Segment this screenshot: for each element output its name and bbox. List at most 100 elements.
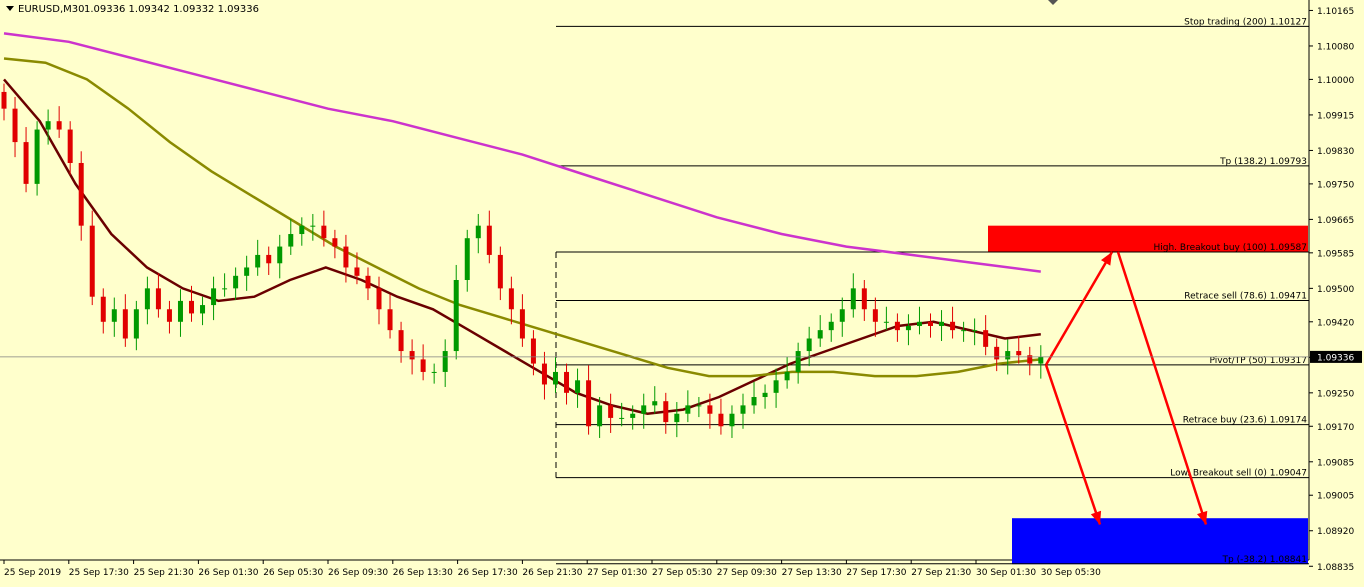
candle-body xyxy=(486,225,492,255)
candle-body xyxy=(696,405,702,407)
time-tick-label: 26 Sep 09:30 xyxy=(328,568,388,578)
candle-body xyxy=(321,225,327,239)
candle-body xyxy=(1005,351,1011,360)
fib-level-label: Retrace sell (78.6) 1.09471 xyxy=(1184,291,1307,301)
candle-body xyxy=(729,413,735,427)
candle-body xyxy=(409,351,415,360)
candle-body xyxy=(475,225,481,239)
candle-body xyxy=(707,405,713,414)
candle-body xyxy=(916,321,922,326)
candle-body xyxy=(442,351,448,372)
price-tick-label: 1.10080 xyxy=(1317,42,1354,52)
time-tick-label: 25 Sep 2019 xyxy=(4,568,61,578)
fib-level-label: Tp (-38.2) 1.08841 xyxy=(1222,555,1307,565)
candle-body xyxy=(817,330,823,339)
shift-marker-icon[interactable] xyxy=(1048,0,1058,5)
candle-body xyxy=(310,225,316,227)
time-tick-label: 25 Sep 17:30 xyxy=(69,568,129,578)
candle-body xyxy=(674,413,680,423)
candle-body xyxy=(1038,356,1044,364)
candle-body xyxy=(56,121,62,130)
time-tick-label: 27 Sep 05:30 xyxy=(652,568,712,578)
ohlc-label: 1.09336 1.09342 1.09332 1.09336 xyxy=(84,4,259,15)
candle-body xyxy=(795,351,801,372)
candle-body xyxy=(398,330,404,352)
price-tick-label: 1.09500 xyxy=(1317,285,1354,295)
candle-body xyxy=(133,309,139,339)
price-tick-label: 1.09830 xyxy=(1317,147,1354,157)
fib-level-label: Stop trading (200) 1.10127 xyxy=(1184,17,1307,27)
candle-body xyxy=(652,401,658,406)
fib-level-label: High. Breakout buy (100) 1.09587 xyxy=(1153,243,1307,253)
current-price-label-bg xyxy=(1310,350,1362,363)
candle-body xyxy=(288,234,294,247)
candle-body xyxy=(630,413,636,418)
current-price-label: 1.09336 xyxy=(1317,353,1354,363)
arrow-to-sell-zone-right xyxy=(1116,251,1208,525)
candle-body xyxy=(619,417,625,419)
time-tick-label: 25 Sep 21:30 xyxy=(134,568,194,578)
price-ticks: 1.10165 1.10080 1.10000 1.09915 1.09830 1.097… xyxy=(1309,7,1354,573)
candle-body xyxy=(928,321,934,326)
breakout-buy-zone xyxy=(988,225,1308,252)
candle-body xyxy=(189,300,195,314)
candle-body xyxy=(233,275,239,289)
candle-body xyxy=(872,309,878,322)
price-tick-label: 1.09585 xyxy=(1317,249,1354,259)
candle-body xyxy=(564,371,570,393)
candle-body xyxy=(784,371,790,381)
candle-body xyxy=(575,380,581,393)
price-tick-label: 1.09250 xyxy=(1317,389,1354,399)
candle-body xyxy=(541,363,547,385)
price-tick-label: 1.09085 xyxy=(1317,458,1354,468)
fibonacci-levels: Stop trading (200) 1.10127 Tp (138.2) 1.0… xyxy=(555,17,1309,565)
candle-body xyxy=(222,288,228,290)
time-tick-label: 26 Sep 13:30 xyxy=(393,568,453,578)
candle-body xyxy=(122,309,128,339)
zones xyxy=(988,225,1308,565)
fib-level-label: Retrace buy (23.6) 1.09174 xyxy=(1183,416,1307,426)
time-tick-label: 27 Sep 13:30 xyxy=(782,568,842,578)
candle-body xyxy=(552,371,558,385)
time-tick-label: 27 Sep 21:30 xyxy=(911,568,971,578)
candle-body xyxy=(23,142,29,184)
candle-body xyxy=(166,309,172,322)
candle-body xyxy=(354,267,360,276)
candle-body xyxy=(365,275,371,289)
candle-body xyxy=(111,309,117,322)
candle-body xyxy=(464,238,470,280)
time-tick-label: 26 Sep 01:30 xyxy=(198,568,258,578)
candle-body xyxy=(718,413,724,427)
candle-body xyxy=(34,129,40,184)
price-tick-label: 1.10165 xyxy=(1317,7,1354,17)
time-tick-label: 26 Sep 21:30 xyxy=(522,568,582,578)
candle-body xyxy=(420,359,426,372)
candle-body xyxy=(806,338,812,352)
candle-body xyxy=(828,321,834,331)
candle-body xyxy=(155,288,161,310)
candle-body xyxy=(299,225,305,235)
candle-body xyxy=(905,325,911,331)
candle-body xyxy=(266,254,272,264)
candle-body xyxy=(839,309,845,322)
candle-body xyxy=(883,321,889,323)
candle-body xyxy=(100,296,106,322)
candle-body xyxy=(950,321,956,331)
price-tick-label: 1.09005 xyxy=(1317,492,1354,502)
moving-average-line xyxy=(3,32,1041,273)
candle-body xyxy=(497,254,503,289)
candle-body xyxy=(519,309,525,339)
arrowhead-down-right xyxy=(1196,510,1208,525)
candle-body xyxy=(67,129,73,163)
candle-body xyxy=(255,254,261,268)
price-tick-label: 1.09170 xyxy=(1317,423,1354,433)
time-tick-label: 27 Sep 17:30 xyxy=(846,568,906,578)
candle-body xyxy=(972,330,978,332)
candle-body xyxy=(200,305,206,314)
candle-body xyxy=(530,338,536,364)
breakout-sell-zone xyxy=(1012,518,1308,565)
chart-menu-triangle-icon[interactable] xyxy=(6,6,14,11)
candle-body xyxy=(45,121,51,130)
candle-body xyxy=(740,405,746,414)
